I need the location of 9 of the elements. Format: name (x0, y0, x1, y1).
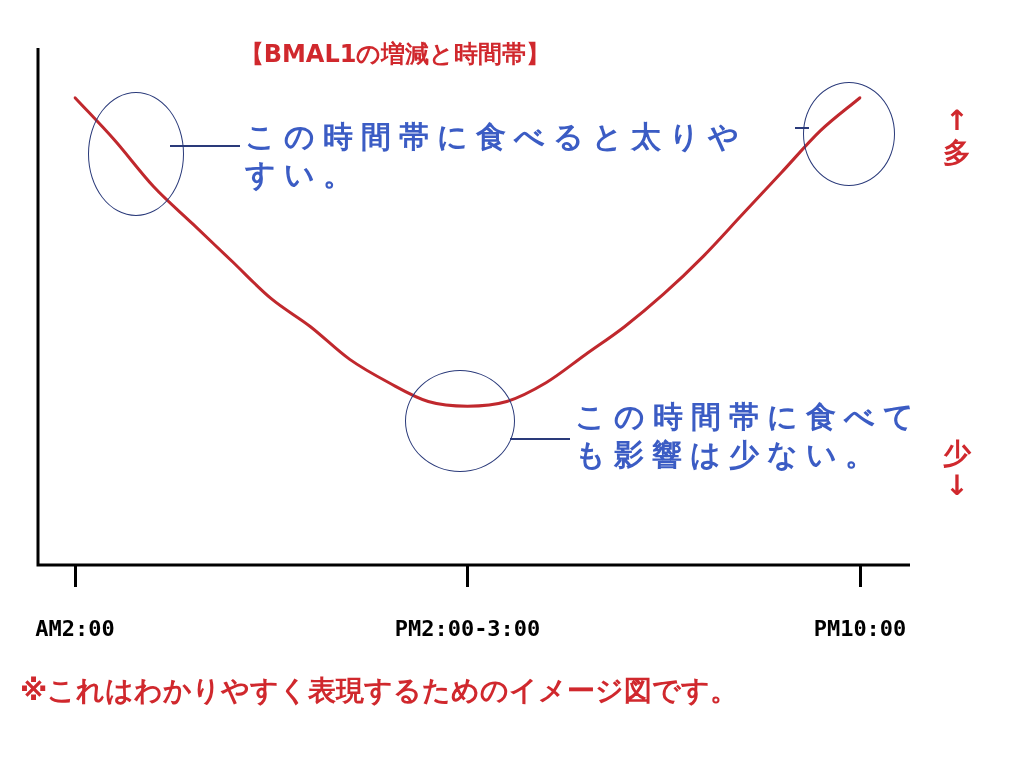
annotation: この時間帯に食べると太りやすい。 (245, 118, 748, 194)
annotation: この時間帯に食べても影響は少ない。 (575, 398, 923, 474)
text: ※これはわかりやすく表現するためのイメージ図です。 (20, 673, 740, 709)
x-tick-label: AM2:00 (35, 615, 115, 641)
text: 少↓ (942, 437, 972, 502)
text: ↑多 (942, 104, 972, 169)
x-tick-label: PM2:00-3:00 (394, 615, 541, 641)
chart-title: 【BMAL1の増減と時間帯】 (238, 39, 552, 70)
x-tick-label: PM10:00 (813, 615, 907, 641)
